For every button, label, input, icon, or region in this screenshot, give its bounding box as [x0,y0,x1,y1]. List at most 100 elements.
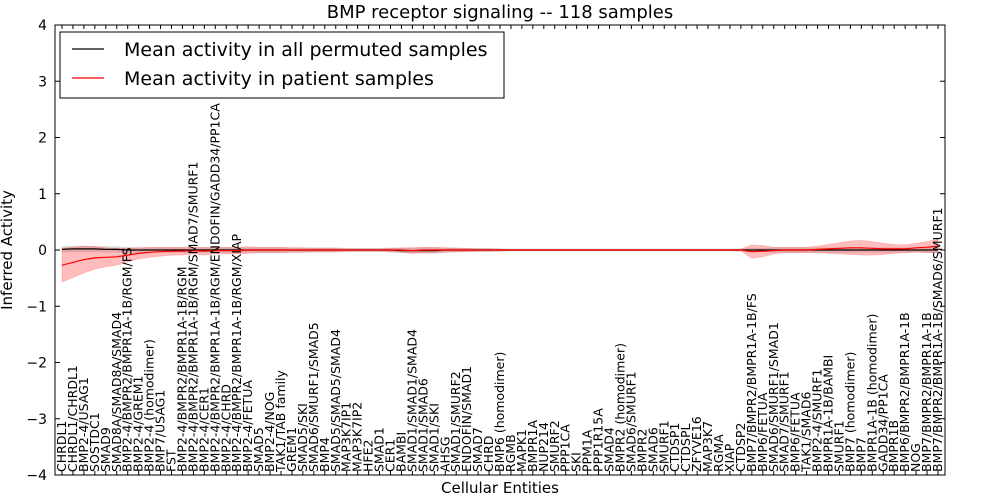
x-tick-label: PPP1CA [558,424,573,472]
x-tick-label: BMP2-4/USAG1 [76,377,91,472]
x-tick-label: MAP3K7 [700,421,715,472]
y-tick-label: 2 [38,131,47,147]
x-tick-label: FST [164,449,179,472]
x-tick-label: SOSTDC1 [87,412,102,472]
y-axis-label: Inferred Activity [0,190,16,310]
x-tick-label: TAK1/TAB family [273,369,288,473]
x-tick-label: MAPK1 [514,429,529,472]
y-tick-label: −2 [26,356,47,372]
x-tick-label: SMAD9 [98,427,113,472]
x-tick-label: BMP4 [317,437,332,472]
x-tick-label: MAP3K7IP2 [350,402,365,472]
x-tick-label: CTDSP1 [667,423,682,472]
x-tick-label: GADD34/PP1CA [875,374,890,472]
x-tick-label: AHSG [437,436,452,472]
x-tick-label: BMPR1A-1B/BAMBI [821,355,836,472]
x-tick-label: BMP7/BMPR2/BMPR1A-1B/SMAD6/SMURF1 [930,207,945,472]
x-tick-label: CTDSP2 [733,423,748,472]
x-tick-label: BMP7 (homodimer) [842,352,857,472]
chart-title: BMP receptor signaling -- 118 samples [327,2,674,23]
x-tick-label: BMP2-4/FETUA [240,380,255,472]
x-tick-label: BMPR2 [634,429,649,473]
x-tick-label: BMPR2 (homodimer) [613,343,628,472]
x-tick-label: BMP6 (homodimer) [492,352,507,472]
x-tick-label: CHRDL1/CHRDL1 [65,365,80,472]
x-tick-label: HFE2 [361,440,376,472]
x-tick-label: BMP2-4/CER1 [196,387,211,472]
x-axis: CHRDL1CHRDL1/CHRDL1BMP2-4/USAG1SOSTDC1SM… [54,25,945,475]
x-tick-label: BMP6/BMPR2/BMPR1A-1B [897,312,912,472]
x-tick-label: BMP2-4 (homodimer) [142,339,157,472]
legend-label-patient: Mean activity in patient samples [124,68,434,90]
legend-label-permuted: Mean activity in all permuted samples [124,39,487,61]
x-tick-label: ENDOFIN/SMAD1 [459,366,474,472]
x-tick-label: SMAD1/SMAD1/SMAD4 [404,329,419,472]
x-tick-label: NOG [908,443,923,472]
x-tick-label: CHRDL1 [54,421,69,472]
x-tick-label: BMP7/USAG1 [153,390,168,472]
x-tick-label: ZFYVE16 [689,416,704,472]
y-tick-label: −1 [26,299,47,315]
x-tick-label: SMAD1/SMURF2 [448,371,463,472]
y-tick-label: 4 [38,18,47,34]
y-axis: −4 −3 −2 −1 0 1 2 3 4 [26,18,945,484]
x-tick-label: BMP2-4/BMPR2/BMPR1A-1B/RGM/XIAP [229,233,244,472]
x-tick-label: BMP2-4/BMPR2/BMPR1A-1B/RGM [174,266,189,472]
x-tick-label: CER1 [383,439,398,472]
x-tick-label: BMP6/FETUA [755,392,770,472]
x-tick-label: BMP7/BMPR2/BMPR1A-1B/FS [744,293,759,472]
x-tick-label: PPP1R15A [591,408,606,472]
x-tick-label: BAMBI [393,432,408,472]
x-tick-label: BMPR1A-1B (homodimer) [864,314,879,472]
x-tick-label: RGMB [503,434,518,472]
x-tick-label: MAP3K7IP1 [339,402,354,472]
x-tick-label: BMP2-4/BMPR2/BMPR1A-1B/RGM/ENDOFIN/GADD3… [207,103,222,472]
x-tick-label: GREM1 [284,427,299,472]
x-tick-label: SMURF1 [832,420,847,472]
x-tick-label: SMAD8A/SMAD8A/SMAD4 [109,312,124,472]
x-tick-label: NUP214 [536,422,551,472]
x-tick-label: SMAD6 [645,427,660,472]
x-tick-label: SMAD6/SMURF1/SMAD1 [766,322,781,472]
x-tick-label: SMAD6/SMURF1/SMAD5 [306,322,321,472]
x-tick-label: SMAD1/SKI [426,403,441,472]
y-tick-label: −3 [26,412,47,428]
x-tick-label: SMAD5 [251,427,266,472]
legend: Mean activity in all permuted samples Me… [59,31,505,99]
y-tick-label: −4 [26,468,47,484]
x-tick-label: BMP2-4/SMURF1 [810,369,825,472]
y-tick-label: 0 [38,243,47,259]
x-tick-label: BMP6/FETUA [788,392,803,472]
x-tick-label: BMPR1A [525,420,540,473]
x-tick-label: SMURF1 [656,420,671,472]
x-tick-label: RGMA [711,434,726,472]
x-tick-label: BMP2-4/NOG [262,392,277,472]
x-tick-label: SMAD4 [602,427,617,472]
x-tick-label: BMP2-4/GREM1 [131,376,146,473]
x-tick-label: XIAP [722,443,737,472]
x-tick-label: PPM1A [580,429,595,472]
x-tick-label: BMP2-4/BMPR2/BMPR1A-1B/RGM/FS [120,247,135,472]
x-tick-label: SMAD7 [470,427,485,472]
x-tick-label: SMAD5/SMAD5/SMAD4 [328,329,343,472]
x-tick-label: SMAD1/SMAD6 [415,378,430,472]
x-tick-label: SMAD6/SMURF1 [623,371,638,472]
x-tick-label: BMPR1B [886,420,901,472]
series-line-patient [61,245,939,266]
x-tick-label: SMAD7/SMURF1 [777,371,792,472]
x-tick-label: BMP2-4/CHRD [218,384,233,472]
x-tick-label: SKI [569,452,584,472]
x-tick-label: SMURF2 [547,420,562,472]
x-axis-label: Cellular Entities [441,479,559,497]
x-tick-label: SMAD1 [372,427,387,472]
x-tick-label: BMP7 [853,437,868,472]
x-tick-label: TAK1/SMAD6 [799,392,814,473]
lines-layer [61,245,939,266]
x-tick-label: SMAD5/SKI [295,403,310,472]
y-tick-label: 3 [38,74,47,90]
x-tick-label: BMP7/BMPR2/BMPR1A-1B [919,312,934,472]
y-tick-label: 1 [38,187,47,203]
legend-box [59,31,505,99]
x-tick-label: CTDSPL [678,423,693,471]
